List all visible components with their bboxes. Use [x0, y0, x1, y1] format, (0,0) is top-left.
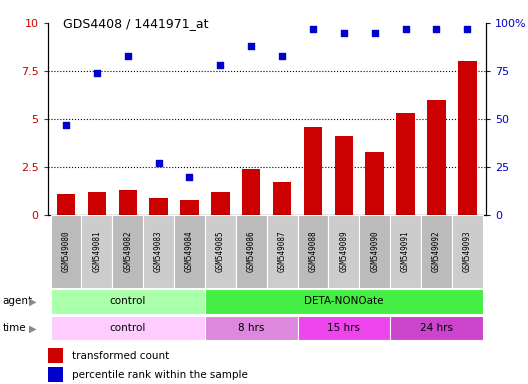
Point — [340, 30, 348, 36]
Bar — [51, 290, 205, 313]
Bar — [88, 192, 106, 215]
Text: GSM549090: GSM549090 — [370, 231, 379, 272]
Bar — [297, 215, 328, 288]
Text: GSM549081: GSM549081 — [92, 231, 101, 272]
Bar — [57, 194, 76, 215]
Text: GSM549084: GSM549084 — [185, 231, 194, 272]
Bar — [236, 215, 267, 288]
Point — [463, 26, 472, 32]
Bar — [359, 215, 390, 288]
Bar — [427, 100, 446, 215]
Bar — [205, 215, 236, 288]
Bar — [174, 215, 205, 288]
Bar — [458, 61, 476, 215]
Bar — [149, 198, 168, 215]
Text: GSM549085: GSM549085 — [216, 231, 225, 272]
Bar — [112, 215, 143, 288]
Text: transformed count: transformed count — [72, 351, 169, 361]
Point — [216, 62, 224, 68]
Text: GSM549088: GSM549088 — [308, 231, 317, 272]
Bar — [205, 290, 483, 313]
Bar — [273, 182, 291, 215]
Bar — [396, 113, 415, 215]
Bar — [48, 367, 63, 382]
Bar — [143, 215, 174, 288]
Text: GSM549086: GSM549086 — [247, 231, 256, 272]
Point — [185, 174, 194, 180]
Bar — [211, 192, 230, 215]
Bar — [365, 152, 384, 215]
Bar — [335, 136, 353, 215]
Text: GSM549082: GSM549082 — [123, 231, 132, 272]
Point — [432, 26, 440, 32]
Text: percentile rank within the sample: percentile rank within the sample — [72, 370, 248, 380]
Bar — [51, 316, 205, 340]
Point — [154, 160, 163, 166]
Point — [93, 70, 101, 76]
Bar — [118, 190, 137, 215]
Text: GSM549093: GSM549093 — [463, 231, 472, 272]
Bar — [328, 215, 359, 288]
Text: 24 hrs: 24 hrs — [420, 323, 453, 333]
Bar — [205, 316, 297, 340]
Point — [278, 53, 286, 59]
Text: GSM549083: GSM549083 — [154, 231, 163, 272]
Text: time: time — [3, 323, 26, 333]
Text: GDS4408 / 1441971_at: GDS4408 / 1441971_at — [63, 17, 209, 30]
Point — [309, 26, 317, 32]
Text: control: control — [110, 296, 146, 306]
Point — [62, 122, 70, 128]
Bar — [390, 215, 421, 288]
Bar — [51, 215, 81, 288]
Point — [247, 43, 256, 49]
Point — [401, 26, 410, 32]
Text: control: control — [110, 323, 146, 333]
Text: agent: agent — [3, 296, 33, 306]
Text: GSM549092: GSM549092 — [432, 231, 441, 272]
Bar — [452, 215, 483, 288]
Text: DETA-NONOate: DETA-NONOate — [304, 296, 383, 306]
Bar — [267, 215, 297, 288]
Bar — [48, 348, 63, 363]
Bar — [304, 127, 322, 215]
Point — [124, 53, 132, 59]
Bar — [421, 215, 452, 288]
Text: 15 hrs: 15 hrs — [327, 323, 360, 333]
Bar — [390, 316, 483, 340]
Text: GSM549087: GSM549087 — [278, 231, 287, 272]
Text: GSM549080: GSM549080 — [62, 231, 71, 272]
Bar — [242, 169, 260, 215]
Bar — [180, 200, 199, 215]
Text: ▶: ▶ — [29, 296, 36, 306]
Text: GSM549091: GSM549091 — [401, 231, 410, 272]
Bar — [297, 316, 390, 340]
Point — [371, 30, 379, 36]
Bar — [81, 215, 112, 288]
Text: GSM549089: GSM549089 — [340, 231, 348, 272]
Text: 8 hrs: 8 hrs — [238, 323, 265, 333]
Text: ▶: ▶ — [29, 323, 36, 333]
